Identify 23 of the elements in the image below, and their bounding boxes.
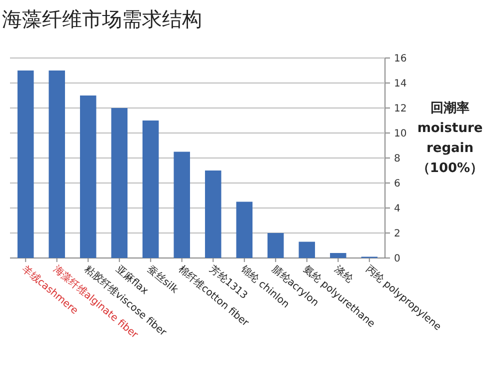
bar	[268, 233, 284, 258]
y-axis-title: 回潮率 moisture regain （100%）	[416, 100, 484, 176]
y-tick-label: 16	[394, 54, 407, 64]
chart-title: 海藻纤维市场需求结构	[2, 7, 202, 31]
bar	[48, 70, 65, 258]
bar	[142, 120, 159, 258]
bar	[205, 170, 222, 258]
bar	[80, 96, 96, 258]
y-tick-label: 12	[394, 104, 407, 114]
bar	[174, 152, 190, 258]
bar	[298, 242, 315, 258]
y-tick-label: 4	[394, 204, 400, 214]
bar	[18, 70, 34, 258]
y-tick-label: 8	[394, 154, 400, 164]
y-tick-label: 6	[394, 178, 400, 190]
bar	[111, 108, 128, 258]
y-tick-label: 2	[394, 228, 400, 240]
y-tick-label: 10	[394, 128, 407, 140]
y-tick-label: 14	[394, 78, 407, 90]
y-tick-label: 0	[394, 254, 400, 264]
bar	[330, 253, 346, 258]
x-tick-label: 涤纶	[332, 263, 356, 286]
bar	[236, 202, 252, 258]
